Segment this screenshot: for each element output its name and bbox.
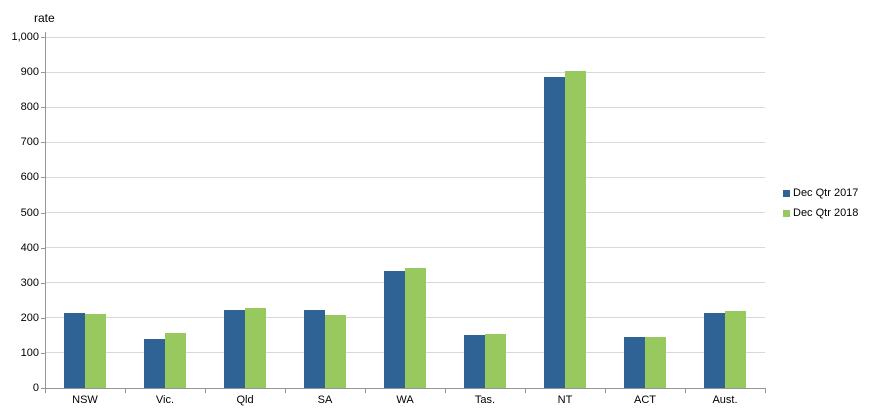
y-tick-label: 600 [20,171,39,184]
legend-label: Dec Qtr 2017 [793,187,859,199]
y-tick-label: 100 [20,346,39,359]
x-tick-mark [525,389,526,393]
x-axis-line [45,388,766,389]
x-tick-mark [285,389,286,393]
y-tick-mark [41,247,45,249]
bar-dec-qtr-2018 [325,314,346,388]
gridline [45,176,765,178]
gridline [45,247,765,249]
y-tick-mark [41,212,45,214]
y-tick-mark [41,37,45,38]
y-tick-label: 900 [20,66,39,79]
x-axis-category-label: WA [396,394,414,406]
bar-dec-qtr-2017 [464,334,485,388]
x-axis-category-label: NT [557,394,573,406]
y-tick-mark [41,107,45,109]
x-tick-mark [765,389,766,393]
bar-dec-qtr-2017 [544,77,565,388]
gridline [45,141,765,143]
bar-dec-qtr-2017 [624,336,645,388]
bar-dec-qtr-2018 [85,313,106,388]
bar-dec-qtr-2018 [165,332,186,388]
bar-dec-qtr-2018 [645,336,666,388]
x-tick-mark [45,389,46,393]
gridline [45,106,765,108]
x-tick-mark [685,389,686,393]
legend-item: Dec Qtr 2017 [783,183,858,203]
y-tick-mark [41,282,45,284]
legend: Dec Qtr 2017 Dec Qtr 2018 [783,183,858,223]
y-tick-mark [41,388,45,389]
x-axis-category-label: Tas. [474,394,496,406]
y-tick-label: 500 [20,206,39,219]
x-tick-mark [605,389,606,393]
bar-dec-qtr-2017 [144,338,165,388]
x-axis-category-label: Qld [236,394,254,406]
y-tick-mark [41,177,45,179]
x-tick-mark [445,389,446,393]
bar-dec-qtr-2017 [704,312,725,388]
y-tick-label: 0 [32,382,39,394]
x-axis-category-label: Vic. [155,394,175,406]
bar-dec-qtr-2017 [224,310,245,388]
y-tick-label: 400 [20,241,39,254]
y-tick-mark [41,72,45,74]
y-tick-mark [41,317,45,319]
y-tick-mark [41,142,45,144]
bar-dec-qtr-2017 [64,312,85,388]
y-tick-label: 300 [20,276,39,289]
legend-swatch [783,209,790,217]
bar-dec-qtr-2018 [725,311,746,388]
y-tick-label: 200 [20,311,39,324]
bar-dec-qtr-2018 [405,267,426,388]
x-axis-category-label: Aust. [712,394,738,406]
x-axis-category-label: ACT [634,394,656,406]
y-tick-label: 700 [20,136,39,149]
y-tick-label: 800 [20,101,39,114]
x-axis-category-label: NSW [72,394,98,406]
bar-dec-qtr-2017 [384,271,405,388]
y-axis-line [45,32,46,388]
legend-swatch [783,189,790,197]
x-tick-mark [365,389,366,393]
bar-dec-qtr-2017 [304,310,325,388]
y-tick-mark [41,352,45,354]
bar-dec-qtr-2018 [565,70,586,388]
bar-dec-qtr-2018 [245,307,266,388]
x-tick-mark [125,389,126,393]
gridline [45,36,765,38]
legend-label: Dec Qtr 2018 [793,207,859,219]
gridline [45,71,765,73]
legend-item: Dec Qtr 2018 [783,203,858,223]
x-axis-category-label: SA [317,394,333,406]
gridline [45,212,765,213]
y-tick-label: 1,000 [11,31,39,43]
y-axis-title: rate [34,11,55,25]
bar-dec-qtr-2018 [485,333,506,388]
x-tick-mark [205,389,206,393]
